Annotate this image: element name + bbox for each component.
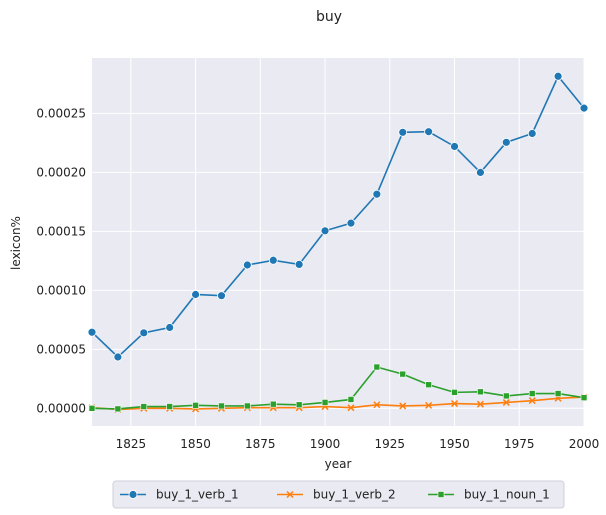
- data-point: [191, 290, 200, 299]
- data-point: [502, 398, 510, 406]
- x-axis-label: year: [325, 457, 352, 471]
- series-buy_1_verb_1: [87, 71, 589, 362]
- legend-label: buy_1_verb_2: [313, 488, 396, 502]
- data-point: [476, 168, 485, 177]
- data-point: [242, 260, 252, 270]
- data-point: [398, 127, 408, 137]
- data-point: [244, 402, 251, 410]
- data-point: [425, 381, 432, 389]
- data-point: [87, 327, 97, 337]
- data-point: [295, 401, 303, 409]
- x-tick-labels: 1825 1850 1875 1900 1925 1950 1975 2000: [116, 437, 600, 451]
- data-point: [294, 260, 304, 269]
- data-point: [527, 129, 537, 138]
- data-point: [528, 390, 536, 397]
- data-point: [113, 352, 123, 362]
- data-point: [140, 403, 148, 410]
- data-point: [268, 255, 278, 265]
- data-point: [166, 403, 173, 410]
- legend-marker: [128, 490, 138, 499]
- data-point: [165, 323, 175, 332]
- x-tick-label: 1850: [180, 437, 211, 451]
- data-point: [553, 71, 563, 81]
- data-point: [450, 142, 459, 151]
- legend-label: buy_1_noun_1: [464, 488, 550, 502]
- y-tick-label: 0.00010: [36, 283, 86, 297]
- data-point: [114, 405, 122, 413]
- data-point: [347, 404, 355, 412]
- chart-title: buy: [316, 9, 342, 25]
- data-point: [450, 400, 459, 408]
- legend-item: buy_1_noun_1: [428, 488, 550, 502]
- x-tick-label: 1825: [116, 437, 147, 451]
- x-tick-label: 2000: [569, 437, 600, 451]
- y-tick-label: 0.00015: [36, 224, 86, 238]
- data-point: [192, 402, 199, 409]
- data-point: [501, 137, 511, 147]
- legend-marker: [286, 490, 294, 499]
- data-point: [503, 392, 510, 400]
- series-line: [91, 366, 585, 410]
- x-tick-label: 1975: [504, 437, 535, 451]
- data-point: [269, 400, 277, 408]
- y-tick-label: 0.00005: [36, 342, 86, 356]
- series-line: [91, 396, 585, 411]
- y-tick-label: 0.00000: [36, 401, 86, 415]
- y-axis-label: lexicon%: [9, 216, 23, 270]
- plot-background: [92, 58, 584, 426]
- data-point: [399, 370, 407, 378]
- legend-item: buy_1_verb_2: [277, 488, 396, 502]
- x-tick-label: 1900: [310, 437, 341, 451]
- series-line: [91, 74, 585, 359]
- data-point: [218, 402, 225, 410]
- data-point: [320, 226, 330, 236]
- y-tick-labels: 0.00000 0.00005 0.00010 0.00015 0.00020 0.000…: [36, 106, 86, 415]
- series-buy_1_noun_1: [88, 363, 588, 413]
- data-point: [373, 401, 381, 409]
- series-layer: [87, 71, 589, 414]
- data-point: [579, 103, 589, 113]
- x-tick-label: 1925: [375, 437, 406, 451]
- data-point: [554, 390, 562, 397]
- data-point: [476, 400, 484, 408]
- y-tick-label: 0.00025: [36, 106, 86, 120]
- data-point: [424, 127, 434, 137]
- data-point: [425, 401, 433, 409]
- data-point: [477, 388, 484, 396]
- data-point: [217, 291, 226, 301]
- data-point: [373, 363, 381, 371]
- legend-marker: [437, 491, 445, 498]
- legend: buy_1_verb_1 buy_1_verb_2 buy_1_noun_1: [112, 480, 565, 509]
- legend-item: buy_1_verb_1: [120, 488, 239, 502]
- data-point: [139, 328, 149, 338]
- y-tick-label: 0.00020: [36, 165, 86, 179]
- data-point: [347, 396, 355, 403]
- data-point: [451, 389, 458, 396]
- data-point: [321, 399, 329, 406]
- data-point: [346, 218, 356, 228]
- data-point: [88, 405, 96, 412]
- data-point: [528, 397, 536, 405]
- data-point: [399, 402, 407, 410]
- legend-box: [112, 480, 565, 509]
- legend-label: buy_1_verb_1: [156, 488, 239, 502]
- x-tick-label: 1950: [439, 437, 470, 451]
- data-point: [580, 394, 588, 401]
- x-tick-label: 1875: [245, 437, 276, 451]
- data-point: [372, 189, 382, 199]
